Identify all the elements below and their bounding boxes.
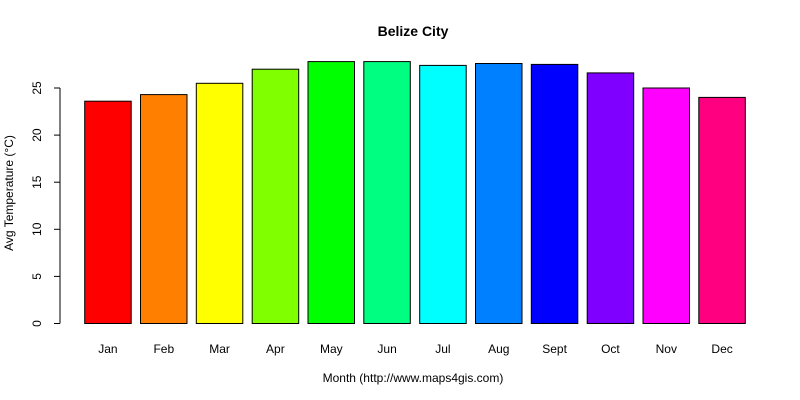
y-tick-label: 10 — [30, 222, 44, 236]
x-tick-labels: Jan Feb Mar Apr May Jun Jul Aug Sept Oct Nov Dec — [98, 342, 733, 356]
chart-title: Belize City — [378, 23, 449, 39]
x-tick-label-jan: Jan — [98, 342, 117, 356]
x-tick-label-oct: Oct — [601, 342, 620, 356]
y-tick-label: 20 — [30, 128, 44, 142]
bar-jun — [363, 61, 411, 324]
x-tick-label-dec: Dec — [711, 342, 732, 356]
y-tick-label: 15 — [30, 175, 44, 189]
y-axis: 0 5 10 15 20 25 — [30, 81, 61, 327]
x-tick-label-feb: Feb — [153, 342, 174, 356]
bar-dec — [698, 96, 746, 325]
x-tick-label-mar: Mar — [209, 342, 230, 356]
x-tick-label-aug: Aug — [488, 342, 509, 356]
x-tick-label-may: May — [320, 342, 343, 356]
x-tick-label-nov: Nov — [656, 342, 677, 356]
bar-oct — [586, 72, 635, 325]
x-tick-label-sept: Sept — [542, 342, 567, 356]
bar-may — [307, 61, 355, 324]
bar-nov — [642, 87, 690, 324]
x-tick-label-apr: Apr — [266, 342, 285, 356]
bars — [84, 61, 746, 325]
y-axis-label: Avg Temperature (°C) — [2, 135, 16, 251]
bar-sept — [530, 63, 579, 325]
bar-mar — [195, 82, 244, 324]
bar-jan — [84, 100, 132, 324]
x-tick-label-jul: Jul — [435, 342, 450, 356]
x-tick-label-jun: Jun — [377, 342, 396, 356]
bar-jul — [419, 64, 467, 325]
x-axis-label: Month (http://www.maps4gis.com) — [323, 371, 504, 385]
bar-aug — [475, 63, 523, 324]
y-tick-label: 25 — [30, 81, 44, 95]
bar-feb — [140, 94, 188, 324]
bar-apr — [251, 68, 300, 324]
y-tick-label: 0 — [30, 320, 44, 327]
y-tick-label: 5 — [30, 273, 44, 280]
